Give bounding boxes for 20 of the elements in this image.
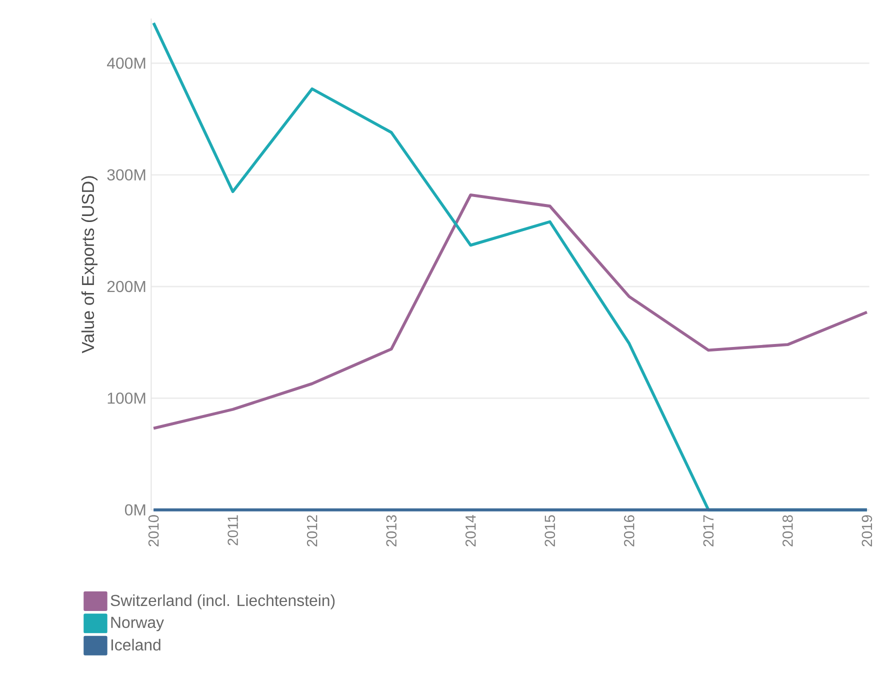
y-axis-title: Value of Exports (USD) bbox=[81, 176, 98, 354]
line-series bbox=[152, 193, 868, 430]
y-tick-label: 0M bbox=[124, 504, 146, 516]
x-tick-label: 2014 bbox=[465, 514, 476, 546]
y-tick-label: 100M bbox=[108, 392, 146, 404]
x-tick-label: 2016 bbox=[624, 515, 634, 546]
x-tick-label: 2010 bbox=[148, 515, 159, 546]
y-tick-label: 300M bbox=[107, 169, 146, 180]
legend-label: Iceland bbox=[111, 638, 160, 650]
x-tick-label: 2017 bbox=[703, 515, 714, 546]
x-tick-label: 2019 bbox=[862, 515, 872, 546]
x-tick-label: 2012 bbox=[306, 515, 318, 546]
x-tick-label: 2013 bbox=[386, 515, 397, 546]
y-tick-label: 200M bbox=[107, 280, 146, 292]
legend-label: Switzerland (incl. Liechtenstein) bbox=[110, 594, 335, 610]
x-tick-label: 2011 bbox=[228, 515, 238, 546]
y-tick-label: 400M bbox=[106, 58, 146, 69]
legend-label: Norway bbox=[111, 616, 164, 632]
x-tick-label: 2015 bbox=[544, 515, 556, 546]
x-tick-label: 2018 bbox=[782, 515, 793, 546]
